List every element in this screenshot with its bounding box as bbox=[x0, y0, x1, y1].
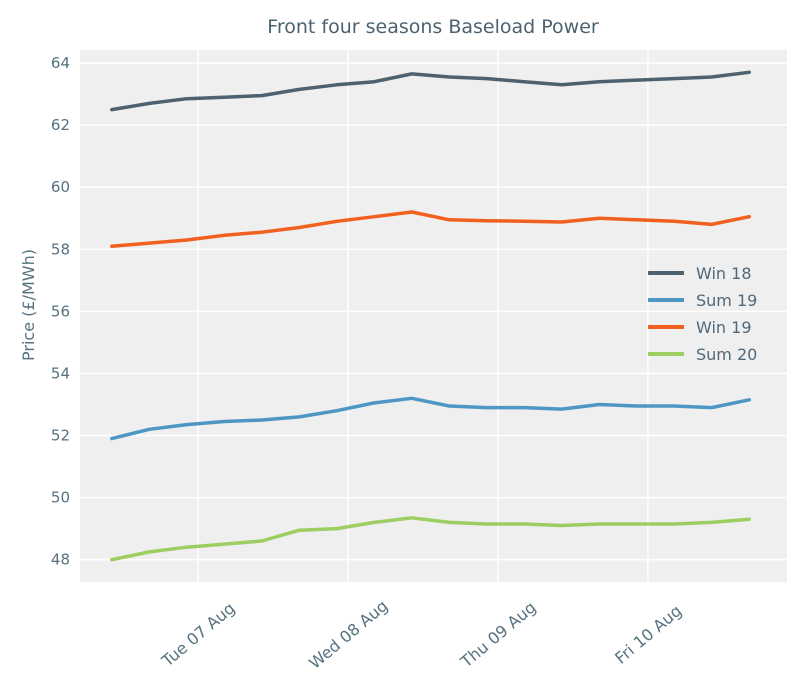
x-tick-label: Fri 10 Aug bbox=[611, 601, 685, 668]
legend-label-sum-20: Sum 20 bbox=[696, 345, 757, 364]
plot-area bbox=[80, 50, 787, 582]
series-line-win-19 bbox=[110, 210, 751, 248]
y-tick-label: 50 bbox=[51, 489, 70, 507]
y-axis-label: Price (£/MWh) bbox=[19, 249, 38, 361]
chart-title: Front four seasons Baseload Power bbox=[267, 16, 599, 38]
x-tick-label: Tue 07 Aug bbox=[157, 598, 238, 670]
x-tick-label: Wed 08 Aug bbox=[305, 596, 391, 673]
y-tick-label: 64 bbox=[51, 54, 70, 72]
y-tick-label: 52 bbox=[51, 426, 70, 444]
y-tick-label: 62 bbox=[51, 116, 70, 134]
y-tick-label: 56 bbox=[51, 302, 70, 320]
y-tick-label: 58 bbox=[51, 240, 70, 258]
legend-label-win-19: Win 19 bbox=[696, 318, 752, 337]
y-tick-label: 60 bbox=[51, 178, 70, 196]
y-tick-label: 54 bbox=[51, 364, 70, 382]
series-line-win-18 bbox=[110, 70, 751, 112]
y-tick-label: 48 bbox=[51, 551, 70, 569]
plot-layer: 48 50 52 54 56 58 60 62 64 Tue 07 Aug Wed 08 Aug Th… bbox=[51, 50, 787, 673]
series-line-sum-20 bbox=[110, 516, 751, 562]
series-line-sum-19 bbox=[110, 396, 751, 441]
legend-label-win-18: Win 18 bbox=[696, 264, 752, 283]
x-tick-label: Thu 09 Aug bbox=[456, 598, 539, 672]
legend-label-sum-19: Sum 19 bbox=[696, 291, 757, 310]
legend: Win 18 Sum 19 Win 19 Sum 20 bbox=[648, 264, 757, 364]
